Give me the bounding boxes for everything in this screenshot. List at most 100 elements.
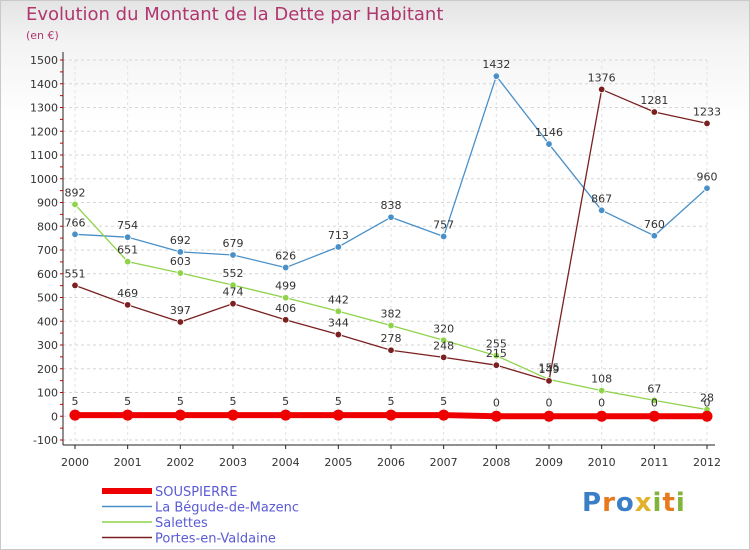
- data-point: [703, 119, 711, 128]
- data-label: 892: [65, 186, 86, 199]
- data-label: 626: [275, 250, 296, 263]
- data-point: [439, 336, 448, 344]
- x-tick-label: 2008: [482, 456, 510, 469]
- data-point: [438, 409, 450, 421]
- x-tick-label: 2011: [640, 456, 668, 469]
- data-label: 713: [328, 229, 349, 242]
- data-point: [492, 351, 501, 360]
- data-label: 5: [177, 395, 184, 408]
- data-label: 757: [433, 218, 454, 231]
- logo-letter: i: [652, 488, 663, 518]
- x-tick-label: 2012: [693, 456, 721, 469]
- x-tick-label: 2005: [324, 456, 352, 469]
- data-label: 1376: [588, 71, 616, 84]
- data-label: 67: [647, 382, 661, 395]
- data-label: 0: [598, 396, 605, 409]
- data-label: 499: [275, 280, 296, 293]
- data-label: 442: [328, 293, 349, 306]
- y-tick-label: 200: [37, 363, 58, 376]
- data-label: 149: [539, 363, 560, 376]
- y-tick-label: 1400: [30, 78, 58, 91]
- data-label: 692: [170, 234, 191, 247]
- data-label: 474: [223, 286, 244, 299]
- data-label: 406: [275, 302, 296, 315]
- data-point: [334, 243, 343, 251]
- data-point: [385, 409, 397, 421]
- data-point: [71, 200, 79, 209]
- data-point: [227, 409, 239, 421]
- data-label: 960: [697, 170, 718, 183]
- data-label: 838: [381, 199, 402, 212]
- y-tick-label: 1300: [30, 102, 58, 115]
- x-tick-label: 2009: [535, 456, 563, 469]
- data-label: 5: [335, 395, 342, 408]
- chart-title: Evolution du Montant de la Dette par Hab…: [26, 4, 444, 25]
- data-label: 5: [440, 395, 447, 408]
- y-tick-label: 400: [37, 315, 58, 328]
- data-label: 0: [704, 396, 711, 409]
- data-label: 5: [72, 395, 79, 408]
- data-point: [596, 410, 608, 422]
- data-label: 382: [381, 308, 402, 321]
- data-label: 1233: [693, 105, 721, 118]
- data-point: [439, 353, 448, 362]
- data-point: [176, 248, 185, 256]
- data-point: [123, 301, 132, 309]
- y-tick-label: 1000: [30, 173, 58, 186]
- y-tick-label: -100: [33, 434, 58, 447]
- data-point: [387, 346, 395, 354]
- data-label: 248: [433, 339, 454, 352]
- data-label: 754: [117, 219, 138, 232]
- y-tick-label: 900: [37, 197, 58, 210]
- data-label: 5: [388, 395, 395, 408]
- data-point: [650, 396, 659, 405]
- data-label: 5: [230, 395, 237, 408]
- y-tick-label: 1100: [30, 149, 58, 162]
- data-label: 0: [493, 396, 500, 409]
- y-tick-label: 500: [37, 292, 58, 305]
- x-tick-label: 2003: [219, 456, 247, 469]
- data-point: [648, 410, 660, 422]
- data-point: [492, 72, 501, 80]
- data-point: [650, 232, 659, 240]
- proxiti-logo: Proxiti: [582, 488, 686, 518]
- data-point: [492, 361, 501, 369]
- data-label: 679: [223, 237, 244, 250]
- y-tick-label: 100: [37, 387, 58, 400]
- data-point: [123, 257, 132, 266]
- y-tick-label: 600: [37, 268, 58, 281]
- data-label: 651: [117, 244, 138, 257]
- data-label: 344: [328, 317, 349, 330]
- data-label: 397: [170, 304, 191, 317]
- data-point: [122, 409, 134, 421]
- data-label: 155: [539, 361, 560, 374]
- data-point: [71, 281, 79, 290]
- data-label: 215: [486, 347, 507, 360]
- chart-subtitle: (en €): [26, 29, 59, 42]
- data-label: 108: [591, 373, 612, 386]
- x-tick-label: 2010: [588, 456, 616, 469]
- logo-letter: o: [615, 488, 635, 518]
- data-label: 1146: [535, 126, 563, 139]
- y-tick-label: 1200: [30, 125, 58, 138]
- data-point: [597, 386, 606, 395]
- data-point: [123, 233, 132, 241]
- data-point: [280, 409, 292, 421]
- y-tick-label: 800: [37, 220, 58, 233]
- data-label: 5: [282, 395, 289, 408]
- y-tick-label: 1500: [30, 54, 58, 67]
- data-point: [174, 409, 186, 421]
- data-point: [545, 140, 553, 148]
- data-point: [597, 206, 606, 215]
- x-tick-label: 2004: [272, 456, 300, 469]
- data-point: [597, 85, 606, 94]
- legend-label: Portes-en-Valdaine: [155, 532, 276, 547]
- data-point: [176, 318, 185, 326]
- data-point: [69, 409, 81, 421]
- logo-letter: i: [675, 488, 686, 518]
- data-label: 1432: [482, 58, 510, 71]
- data-point: [332, 409, 344, 421]
- data-label: 255: [486, 338, 507, 351]
